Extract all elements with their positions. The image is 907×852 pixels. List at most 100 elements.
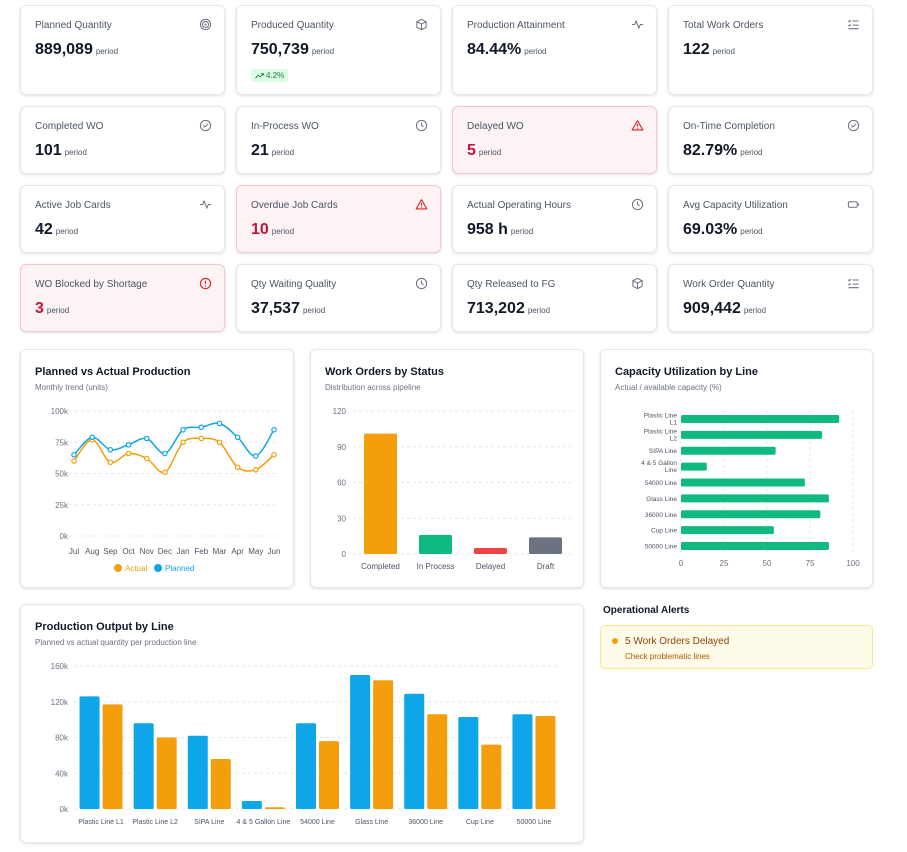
data-point[interactable] — [143, 455, 150, 462]
chart-title: Capacity Utilization by Line — [615, 366, 759, 378]
bar[interactable] — [681, 510, 821, 519]
bar-actual[interactable] — [210, 758, 231, 809]
alert-item[interactable]: 5 Work Orders Delayed Check problematic … — [600, 625, 873, 669]
kpi-card: Actual Operating Hours 958 h period — [452, 185, 657, 253]
kpi-title: On-Time Completion — [683, 121, 775, 132]
bar-planned[interactable] — [241, 800, 262, 809]
bar-actual[interactable] — [319, 741, 339, 809]
bar-planned[interactable] — [187, 735, 208, 809]
bar-actual[interactable] — [102, 704, 123, 809]
y-tick-label: 36000 Line — [645, 512, 678, 519]
x-tick-label: Plastic Line L1 — [78, 819, 124, 826]
y-tick-label: Glass Line — [646, 496, 677, 503]
data-point[interactable] — [180, 439, 186, 446]
data-point[interactable] — [125, 441, 132, 448]
kpi-value: 122 — [683, 41, 710, 58]
y-tick-label: 0k — [60, 532, 69, 541]
bar[interactable] — [419, 534, 452, 554]
bar-actual[interactable] — [535, 716, 556, 809]
bar[interactable] — [681, 478, 805, 487]
bar[interactable] — [529, 537, 562, 554]
kpi-title: Planned Quantity — [35, 20, 112, 31]
alert-subtitle[interactable]: Check problematic lines — [625, 652, 710, 661]
data-point[interactable] — [162, 450, 168, 457]
kpi-title: Actual Operating Hours — [467, 200, 571, 211]
kpi-card: Total Work Orders 122 period — [668, 5, 873, 95]
data-point[interactable] — [143, 435, 150, 442]
data-point[interactable] — [253, 466, 259, 473]
bar[interactable] — [681, 526, 774, 535]
warning-triangle-icon — [631, 119, 644, 132]
data-point[interactable] — [162, 469, 168, 476]
bar[interactable] — [474, 548, 507, 554]
list-check-icon — [847, 18, 860, 31]
kpi-title: Active Job Cards — [35, 200, 111, 211]
x-tick-label: SIPA Line — [194, 819, 224, 826]
data-point[interactable] — [198, 424, 205, 431]
data-point[interactable] — [216, 420, 223, 427]
bar-planned[interactable] — [458, 716, 479, 809]
data-point[interactable] — [234, 464, 241, 471]
work-orders-status-card: Work Orders by Status Distribution acros… — [310, 349, 584, 588]
kpi-value: 713,202 — [467, 300, 525, 317]
kpi-period: period — [55, 227, 79, 236]
kpi-title: Qty Waiting Quality — [251, 279, 337, 290]
x-tick-label: Nov — [140, 547, 154, 556]
bar-planned[interactable] — [404, 693, 425, 809]
bar[interactable] — [681, 414, 840, 423]
bar[interactable] — [364, 433, 397, 554]
x-tick-label: 75 — [806, 559, 815, 568]
data-point[interactable] — [271, 451, 277, 458]
kpi-title: In-Process WO — [251, 121, 319, 132]
bar[interactable] — [681, 494, 829, 503]
y-tick-label: 50000 Line — [645, 544, 678, 551]
data-point[interactable] — [71, 451, 77, 458]
x-tick-label: Jan — [177, 547, 190, 556]
data-point[interactable] — [89, 434, 95, 441]
bar[interactable] — [681, 542, 829, 551]
x-tick-label: Completed — [361, 562, 400, 571]
legend-swatch — [154, 564, 162, 572]
kpi-card: Active Job Cards 42 period — [20, 185, 225, 253]
bar[interactable] — [681, 430, 823, 439]
kpi-title: Production Attainment — [467, 20, 565, 31]
data-point[interactable] — [71, 458, 77, 464]
bar-actual[interactable] — [264, 807, 285, 809]
alert-dot-icon — [612, 638, 618, 644]
bar[interactable] — [681, 446, 776, 455]
bar[interactable] — [681, 462, 707, 471]
data-point[interactable] — [198, 435, 205, 442]
bar-actual[interactable] — [373, 680, 394, 809]
bar-planned[interactable] — [512, 714, 533, 809]
alert-circle-icon — [199, 277, 212, 290]
data-point[interactable] — [125, 450, 132, 457]
bar-planned[interactable] — [79, 696, 100, 809]
x-tick-label: Delayed — [476, 562, 505, 571]
bar-actual[interactable] — [481, 744, 502, 809]
bar-planned[interactable] — [350, 674, 371, 809]
alerts-title: Operational Alerts — [603, 605, 690, 616]
x-tick-label: 50 — [763, 559, 772, 568]
kpi-period: period — [46, 306, 70, 315]
legend-label[interactable]: Planned — [165, 564, 194, 573]
kpi-value: 10 — [251, 221, 269, 238]
data-point[interactable] — [107, 446, 114, 453]
bar-planned[interactable] — [296, 723, 316, 809]
bar-actual[interactable] — [427, 714, 448, 809]
data-point[interactable] — [271, 426, 277, 433]
data-point[interactable] — [107, 459, 114, 466]
data-point[interactable] — [234, 434, 241, 441]
data-point[interactable] — [253, 453, 259, 459]
x-tick-label: 54000 Line — [300, 819, 335, 826]
trend-up-icon — [255, 71, 266, 80]
data-point[interactable] — [216, 439, 223, 446]
bar-actual[interactable] — [156, 737, 177, 810]
chart-title: Planned vs Actual Production — [35, 366, 191, 378]
kpi-title: Total Work Orders — [683, 20, 764, 31]
data-point[interactable] — [180, 426, 186, 433]
bar-planned[interactable] — [133, 723, 154, 809]
kpi-period: period — [743, 306, 767, 315]
battery-icon — [847, 198, 860, 211]
kpi-title: Avg Capacity Utilization — [683, 200, 788, 211]
legend-label[interactable]: Actual — [125, 564, 147, 573]
